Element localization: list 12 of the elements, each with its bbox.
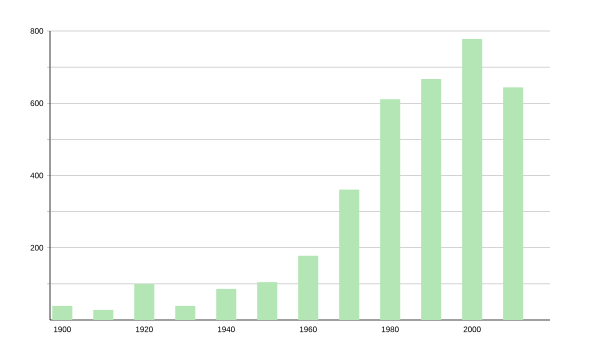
bar	[175, 306, 196, 320]
bar	[380, 99, 400, 320]
bar	[216, 288, 236, 320]
bar	[134, 284, 154, 320]
bar	[257, 282, 278, 320]
bar	[339, 190, 360, 320]
bar	[93, 310, 114, 320]
bar	[503, 87, 524, 320]
bar	[421, 79, 442, 320]
bar	[298, 256, 318, 320]
bar	[462, 38, 482, 320]
bar	[52, 306, 72, 320]
